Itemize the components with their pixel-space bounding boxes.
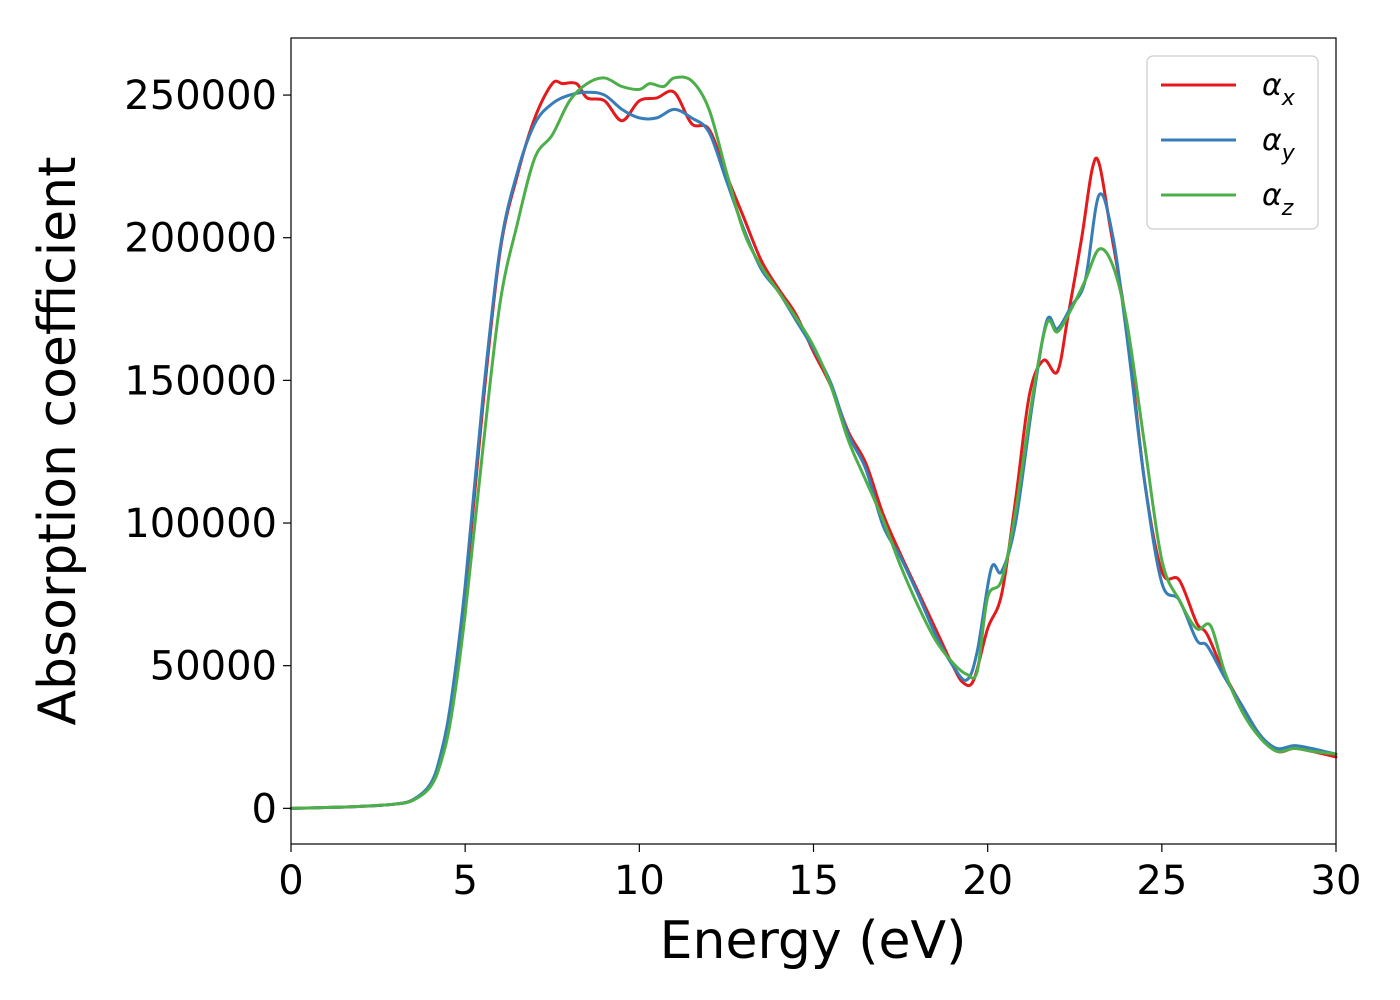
y-tick-label: 250000 xyxy=(124,73,277,119)
x-tick-label: 5 xyxy=(452,858,477,904)
legend: αx αy αz xyxy=(1146,55,1319,230)
y-tick-label: 0 xyxy=(252,786,277,832)
y-axis-label: Absorption coefficient xyxy=(28,156,88,725)
y-tick-label: 150000 xyxy=(124,358,277,404)
legend-entries: αx αy αz xyxy=(1161,68,1296,221)
legend-box xyxy=(1146,55,1319,230)
y-axis-ticks: 0 50000 100000 150000 200000 250000 xyxy=(124,73,291,832)
y-tick-label: 200000 xyxy=(124,216,277,262)
x-tick-label: 25 xyxy=(1136,858,1187,904)
x-tick-label: 30 xyxy=(1311,858,1362,904)
x-tick-label: 20 xyxy=(962,858,1013,904)
x-axis-label: Energy (eV) xyxy=(660,911,967,971)
x-axis-ticks: 0 5 10 15 20 25 30 xyxy=(278,844,1361,904)
legend-label-x: αx xyxy=(1262,68,1296,111)
series-line-z xyxy=(289,75,1338,810)
x-tick-label: 15 xyxy=(788,858,839,904)
legend-label-y: αy xyxy=(1262,123,1296,166)
x-tick-label: 0 xyxy=(278,858,303,904)
legend-label-z: αz xyxy=(1262,178,1294,221)
y-tick-label: 50000 xyxy=(150,644,277,690)
series-layer xyxy=(289,75,1338,810)
y-tick-label: 100000 xyxy=(124,501,277,547)
series-line-y xyxy=(289,90,1338,810)
x-tick-label: 10 xyxy=(614,858,665,904)
